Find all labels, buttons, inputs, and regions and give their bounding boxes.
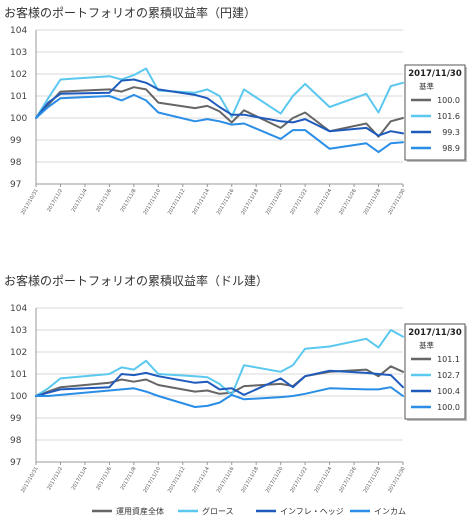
y-tick-label: 104 [10,304,27,314]
y-tick-label: 97 [10,180,21,190]
value-box [404,64,466,161]
x-tick-label: 2017/11/2 [46,466,64,491]
x-tick-label: 2017/11/30 [387,466,407,494]
value-box-value: 101.6 [437,112,460,121]
x-tick-label: 2017/11/20 [265,466,285,494]
x-tick-label: 2017/11/10 [142,188,162,216]
x-tick-label: 2017/11/16 [216,188,236,216]
value-box-value: 99.3 [442,128,460,137]
x-tick-label: 2017/11/16 [216,466,236,494]
y-tick-label: 99 [10,136,22,146]
series-line-inflation-hedge [35,369,404,397]
value-box-value: 100.4 [437,387,460,396]
x-tick-label: 2017/11/30 [387,188,407,216]
y-tick-label: 100 [10,392,27,402]
x-tick-label: 2017/11/28 [363,466,383,494]
legend: 運用資産全体 グロース インフレ・ヘッジ インカム [92,506,406,516]
x-tick-label: 2017/11/6 [95,188,113,213]
x-tick-label: 2017/11/12 [167,188,187,216]
y-tick-label: 100 [10,114,27,124]
y-tick-label: 103 [10,326,27,336]
x-tick-label: 2017/11/18 [240,466,260,494]
x-tick-label: 2017/10/31 [20,188,40,216]
x-tick-label: 2017/10/31 [20,466,40,494]
x-tick-label: 2017/11/22 [289,466,309,494]
y-tick-label: 99 [10,414,22,424]
x-tick-label: 2017/11/24 [314,188,334,216]
value-box-basis: 基準 [419,81,434,91]
y-tick-label: 103 [10,48,27,58]
x-tick-label: 2017/11/26 [338,466,358,494]
x-tick-label: 2017/11/24 [314,466,334,494]
x-tick-label: 2017/11/26 [338,188,358,216]
legend-label-inflation-hedge: インフレ・ヘッジ [280,507,344,516]
x-tick-label: 2017/11/18 [240,188,260,216]
chart-dollar: お客様のポートフォリオの累積収益率（ドル建） 97 98 99 100 101 102 10… [4,273,467,494]
x-tick-label: 2017/11/22 [289,188,309,216]
series-line-all-assets [35,86,404,138]
y-tick-label: 97 [10,458,21,468]
legend-label-growth: グロース [202,506,234,516]
x-tick-label: 2017/11/4 [71,188,89,213]
y-tick-label: 98 [10,436,22,446]
y-tick-label: 102 [10,348,27,358]
series-line-growth [35,67,404,119]
y-tick-label: 98 [10,158,22,168]
legend-label-income: インカム [374,507,406,516]
x-tick-label: 2017/11/8 [120,466,138,491]
value-box-value: 102.7 [437,371,460,380]
x-tick-label: 2017/11/28 [363,188,383,216]
series-line-growth [35,329,404,397]
value-box-basis: 基準 [419,340,434,350]
series-line-inflation-hedge [35,78,404,137]
value-box-value: 98.9 [442,144,460,153]
y-tick-label: 101 [10,92,27,102]
legend-label-all-assets: 運用資産全体 [116,506,164,516]
value-box-date: 2017/11/30 [408,328,462,338]
chart-title: お客様のポートフォリオの累積収益率（ドル建） [4,273,268,288]
series-line-income [35,386,404,408]
y-tick-label: 102 [10,70,27,80]
chart-yen: お客様のポートフォリオの累積収益率（円建） 97 98 99 100 101 102 103… [4,5,467,216]
value-box-value: 101.1 [437,355,460,364]
x-tick-label: 2017/11/14 [191,466,211,494]
x-tick-label: 2017/11/12 [167,466,187,494]
x-tick-label: 2017/11/2 [46,188,64,213]
y-tick-label: 104 [10,26,27,36]
y-tick-label: 101 [10,370,27,380]
x-tick-label: 2017/11/8 [120,188,138,213]
value-box-value: 100.0 [437,403,460,412]
x-tick-label: 2017/11/4 [71,466,89,491]
series-line-income [35,93,404,154]
x-tick-label: 2017/11/20 [265,188,285,216]
chart-title: お客様のポートフォリオの累積収益率（円建） [4,5,256,20]
value-box-date: 2017/11/30 [408,69,462,79]
x-tick-label: 2017/11/6 [95,466,113,491]
x-tick-label: 2017/11/10 [142,466,162,494]
value-box-value: 100.0 [437,96,460,105]
x-tick-label: 2017/11/14 [191,188,211,216]
value-box [404,323,466,420]
